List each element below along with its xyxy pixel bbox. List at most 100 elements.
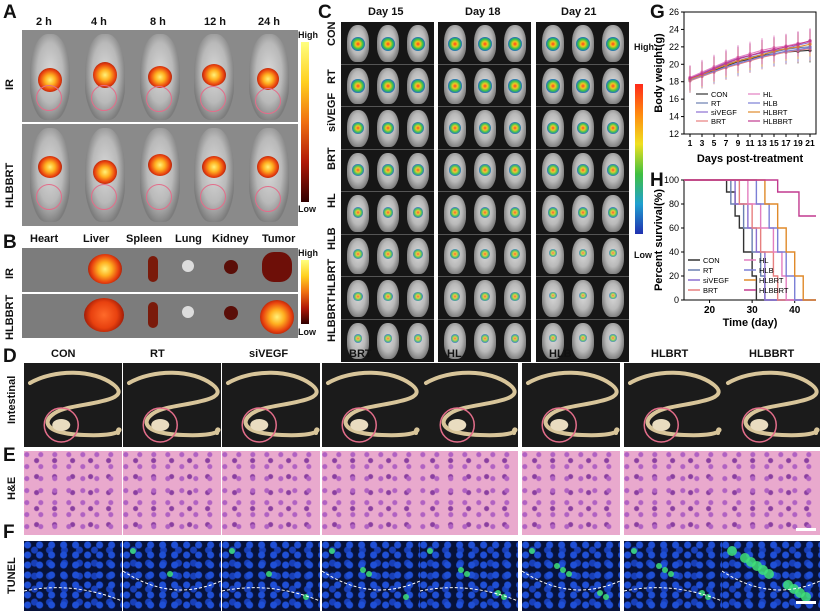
x-tick-label: 5 xyxy=(712,138,717,148)
legend-label: siVEGF xyxy=(711,108,737,117)
y-tick-label: 26 xyxy=(669,7,679,17)
day-block xyxy=(536,22,629,362)
group-label: HLBRT xyxy=(326,258,338,296)
intestine-photo xyxy=(123,363,221,447)
survival-curve xyxy=(684,179,816,301)
time-label: 8 h xyxy=(150,16,166,28)
intestine-photo xyxy=(624,363,722,447)
y-tick-label: 0 xyxy=(674,295,679,305)
survival-curve xyxy=(684,179,816,301)
organ-label: Lung xyxy=(175,233,202,245)
row-label-intestinal: Intestinal xyxy=(6,375,18,424)
tunel-stain-image xyxy=(321,541,421,611)
y-tick-label: 20 xyxy=(669,271,679,281)
panel-letter-b: B xyxy=(3,232,17,253)
data-point xyxy=(712,67,716,71)
x-tick-label: 20 xyxy=(704,305,716,316)
x-tick-label: 9 xyxy=(736,138,741,148)
row-label-he: H&E xyxy=(6,476,18,500)
intestine-photo xyxy=(420,363,518,447)
time-label: 4 h xyxy=(91,16,107,28)
y-tick-label: 40 xyxy=(669,247,679,257)
organ-label: Tumor xyxy=(262,233,296,245)
data-point xyxy=(784,45,788,49)
row-label-tunel: TUNEL xyxy=(6,557,18,594)
tunel-stain-image xyxy=(721,541,821,611)
x-tick-label: 13 xyxy=(757,138,767,148)
group-label: CON xyxy=(326,21,338,46)
x-tick-label: 11 xyxy=(746,138,755,148)
tunel-stain-image xyxy=(623,541,723,611)
he-stain-image xyxy=(123,451,221,535)
scale-low-label: Low xyxy=(298,327,316,337)
x-tick-label: 19 xyxy=(793,138,803,148)
group-label: BRT xyxy=(349,348,372,360)
group-label: RT xyxy=(326,69,338,84)
tunel-stain-image xyxy=(521,541,621,611)
data-point xyxy=(796,42,800,46)
legend-label: BRT xyxy=(703,286,718,295)
y-tick-label: 16 xyxy=(669,94,679,104)
data-point xyxy=(688,76,692,80)
data-point xyxy=(760,50,764,54)
row-label-hlbbrt: HLBBRT xyxy=(4,162,16,208)
survival-chart: 0 20 40 60 80 100 20 30 40 Time (day) Percent surv… xyxy=(653,175,816,329)
x-axis-label: Time (day) xyxy=(723,317,778,329)
organ-hlbbrt-strip xyxy=(22,294,298,338)
data-point xyxy=(700,72,704,76)
x-tick-label: 15 xyxy=(769,138,779,148)
group-label: HLB xyxy=(549,348,572,360)
group-label: siVEGF xyxy=(326,92,338,132)
legend-label: CON xyxy=(711,90,728,99)
group-label: RT xyxy=(150,348,165,360)
scale-low-label: Low xyxy=(634,250,652,260)
y-tick-label: 20 xyxy=(669,59,679,69)
survival-curve xyxy=(684,179,816,301)
intestine-photo xyxy=(24,363,122,447)
x-tick-label: 30 xyxy=(747,305,759,316)
legend-label: HLBRT xyxy=(759,276,784,285)
scale-high-label: High xyxy=(298,30,318,40)
y-tick-label: 14 xyxy=(669,112,679,122)
intestine-photo xyxy=(522,363,620,447)
time-label: 2 h xyxy=(36,16,52,28)
legend-label: HLBBRT xyxy=(763,117,793,126)
panel-letter-c: C xyxy=(318,2,332,23)
intestine-photo xyxy=(222,363,320,447)
organ-label: Heart xyxy=(30,233,59,245)
x-tick-label: 1 xyxy=(688,138,693,148)
legend-label: HLB xyxy=(759,266,774,275)
he-stain-image xyxy=(222,451,320,535)
day-block xyxy=(341,22,434,362)
day-label: Day 21 xyxy=(561,6,597,18)
group-label: CON xyxy=(51,348,76,360)
intestine-photo xyxy=(322,363,420,447)
y-tick-label: 22 xyxy=(669,42,679,52)
group-label: HLBBRT xyxy=(749,348,795,360)
intensity-scale-bar xyxy=(635,84,643,234)
group-label: HL xyxy=(326,193,338,208)
he-stain-image xyxy=(24,451,122,535)
tunel-stain-image xyxy=(419,541,519,611)
x-tick-label: 40 xyxy=(789,305,801,316)
survival-curve xyxy=(684,179,816,217)
data-point xyxy=(808,39,812,43)
group-label: HLB xyxy=(326,227,338,250)
scale-low-label: Low xyxy=(298,204,316,214)
intensity-scale-bar xyxy=(301,42,309,202)
legend-label: BRT xyxy=(711,117,726,126)
group-label: HL xyxy=(447,348,462,360)
day-label: Day 15 xyxy=(368,6,404,18)
tunel-stain-image xyxy=(122,541,222,611)
legend-label: HLB xyxy=(763,99,778,108)
legend-label: HLBBRT xyxy=(759,286,789,295)
group-label: siVEGF xyxy=(249,348,289,360)
he-stain-image xyxy=(722,451,820,535)
he-stain-image xyxy=(420,451,518,535)
ir-imaging-strip xyxy=(22,30,298,122)
he-stain-image xyxy=(322,451,420,535)
data-point xyxy=(724,61,728,66)
scale-bar xyxy=(796,601,816,604)
intensity-scale-bar xyxy=(301,260,309,324)
x-tick-label: 7 xyxy=(724,138,729,148)
